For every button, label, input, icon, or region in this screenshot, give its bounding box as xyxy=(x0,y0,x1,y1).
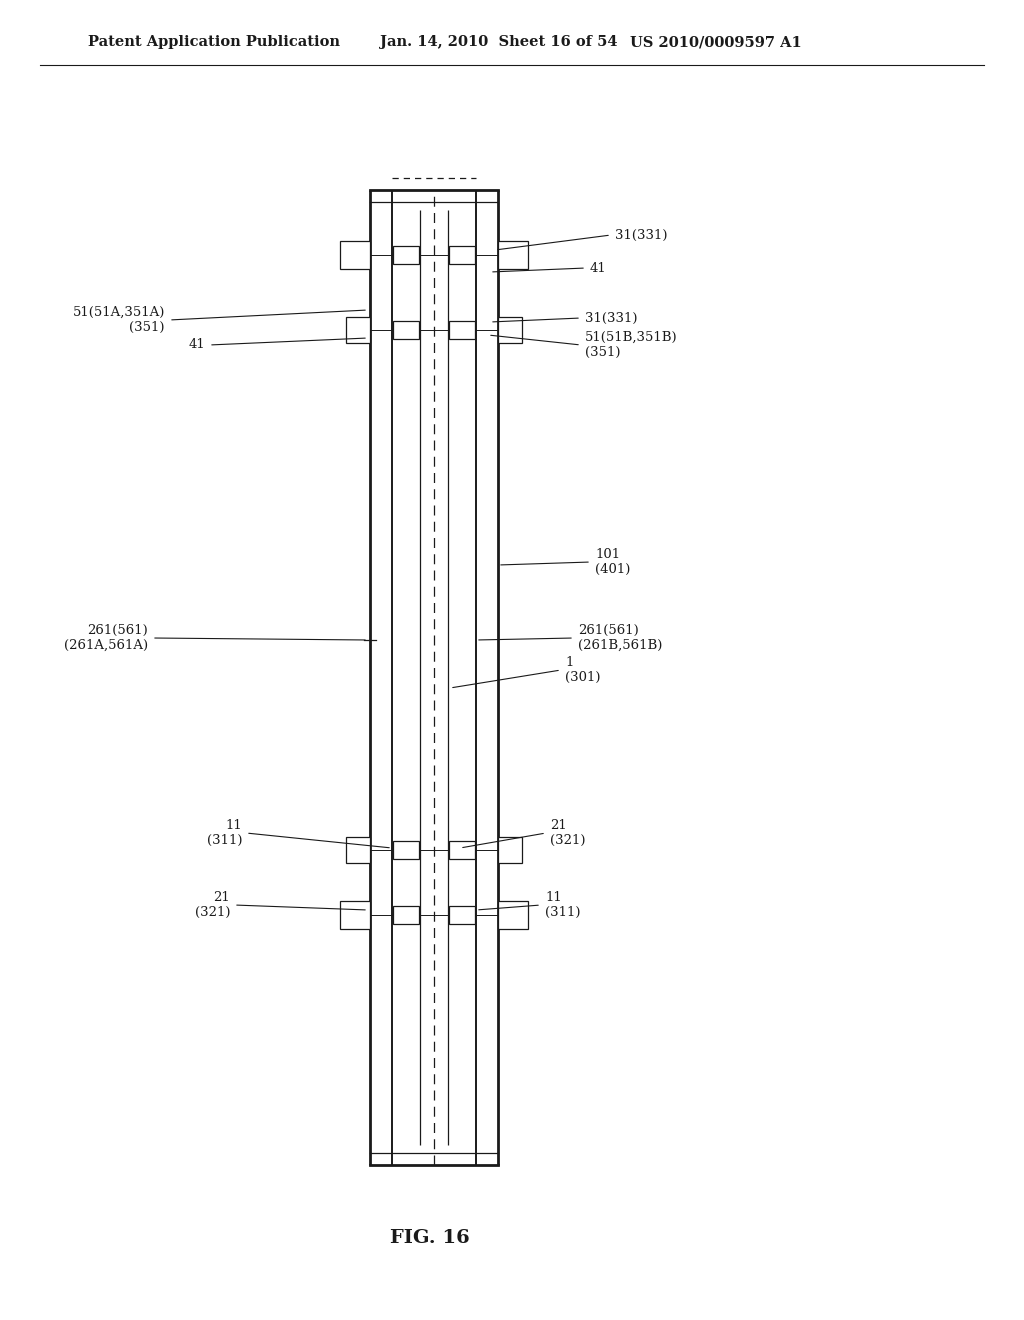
Bar xyxy=(393,906,419,924)
Text: 31(331): 31(331) xyxy=(615,228,668,242)
Bar xyxy=(498,902,528,929)
Bar xyxy=(346,317,370,343)
Bar xyxy=(449,246,475,264)
Text: 101
(401): 101 (401) xyxy=(595,548,631,576)
Bar xyxy=(449,841,475,859)
Text: 41: 41 xyxy=(590,261,607,275)
Bar xyxy=(449,321,475,339)
Text: FIG. 16: FIG. 16 xyxy=(390,1229,470,1247)
Text: 41: 41 xyxy=(188,338,205,351)
Text: 11
(311): 11 (311) xyxy=(545,891,581,919)
Text: Patent Application Publication: Patent Application Publication xyxy=(88,36,340,49)
Bar xyxy=(340,902,370,929)
Bar xyxy=(393,841,419,859)
Text: Jan. 14, 2010  Sheet 16 of 54: Jan. 14, 2010 Sheet 16 of 54 xyxy=(380,36,617,49)
Bar xyxy=(498,317,522,343)
Text: 11
(311): 11 (311) xyxy=(207,818,242,847)
Text: 1
(301): 1 (301) xyxy=(565,656,600,684)
Text: 261(561)
(261A,561A): 261(561) (261A,561A) xyxy=(63,624,148,652)
Bar xyxy=(393,321,419,339)
Bar xyxy=(449,906,475,924)
Bar xyxy=(498,242,528,269)
Text: 261(561)
(261B,561B): 261(561) (261B,561B) xyxy=(578,624,663,652)
Text: 21
(321): 21 (321) xyxy=(550,818,586,847)
Bar xyxy=(393,246,419,264)
Text: 21
(321): 21 (321) xyxy=(195,891,230,919)
Text: 31(331): 31(331) xyxy=(585,312,638,325)
Text: 51(51A,351A)
(351): 51(51A,351A) (351) xyxy=(73,306,165,334)
Text: 51(51B,351B)
(351): 51(51B,351B) (351) xyxy=(585,331,678,359)
Bar xyxy=(498,837,522,863)
Bar xyxy=(340,242,370,269)
Text: US 2010/0009597 A1: US 2010/0009597 A1 xyxy=(630,36,802,49)
Bar xyxy=(346,837,370,863)
